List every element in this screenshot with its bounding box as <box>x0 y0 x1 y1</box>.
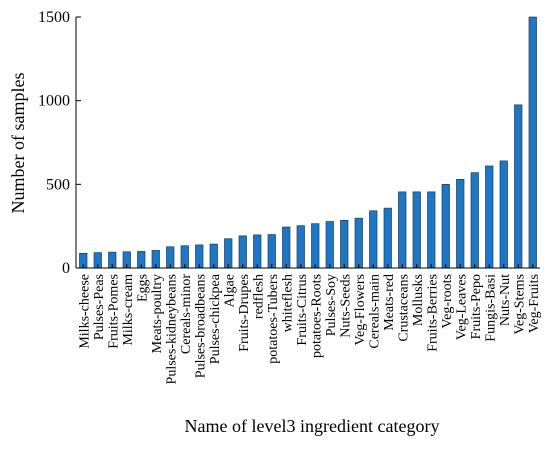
bar-pulses-soy <box>325 221 334 269</box>
x-tick-label: Cereals-minor <box>179 274 194 354</box>
bar-cereals-main <box>369 210 378 269</box>
x-tick-label: Crustaceans <box>396 274 411 342</box>
y-ticks-group: 0 500 1000 1500 <box>38 9 81 277</box>
bar-redflesh <box>253 234 262 269</box>
x-tick-label: Mollusks <box>411 274 426 326</box>
x-tick-label: Fruits-Berries <box>425 274 440 352</box>
bar-algae <box>224 238 233 269</box>
axes-group <box>75 17 540 269</box>
x-tick-label: Nuts-Nut <box>498 274 513 326</box>
x-tick-label: Eggs <box>135 274 150 302</box>
bar-potatoes-tubers <box>267 234 276 269</box>
bar-mollusks <box>412 191 421 269</box>
x-tick-label: Pulses-Soy <box>324 274 339 336</box>
x-tick-label: redflesh <box>251 274 266 319</box>
x-tick-label: Pulses-chickpea <box>208 273 223 364</box>
y-tick-label: 0 <box>62 260 70 277</box>
bar-fruits-berries <box>427 191 436 269</box>
bar-potatoes-roots <box>311 223 320 269</box>
bar-fruits-citrus <box>296 225 305 269</box>
x-tick-label: Fruits-Pomes <box>106 274 121 349</box>
bar-nuts-nut <box>499 160 508 269</box>
bar-veg-leaves <box>456 179 465 269</box>
x-tick-label: Pulses-kidneybeans <box>164 274 179 384</box>
bar-meats-red <box>383 207 392 269</box>
x-tick-label: Fruits-Drupes <box>237 274 252 352</box>
x-tick-label: potatoes-Tubers <box>266 274 281 364</box>
bar-veg-fruits <box>528 16 537 269</box>
x-tick-label: potatoes-Roots <box>309 274 324 358</box>
y-tick-label: 1000 <box>38 93 70 110</box>
x-ticks-group: Milks-cheese Pulses-Peas Fruits-Pomes Milks… <box>77 264 542 384</box>
x-tick-label: whiteflesh <box>280 274 295 332</box>
bar-veg-roots <box>441 184 450 269</box>
x-tick-label: Meats-poultry <box>150 274 165 353</box>
x-tick-label: Pulses-broadbeans <box>193 274 208 378</box>
x-tick-label: Fruits-Pepo <box>469 274 484 339</box>
x-axis-title: Name of level3 ingredient category <box>185 416 440 436</box>
bar-fungis-basi <box>485 165 494 269</box>
x-tick-label: Veg-Leaves <box>454 274 469 340</box>
bar-fruits-drupes <box>238 235 247 269</box>
bar-whiteflesh <box>282 226 291 269</box>
bars-group <box>79 16 537 269</box>
y-axis-title: Number of samples <box>8 73 28 214</box>
x-tick-label: Nuts-Seeds <box>338 274 353 338</box>
bar-veg-flowers <box>354 217 363 269</box>
x-tick-label: Milks-cheese <box>77 274 92 349</box>
y-tick-label: 500 <box>46 176 70 193</box>
x-tick-label: Cereals-main <box>367 274 382 349</box>
x-tick-label: Fungis-Basi <box>483 274 498 342</box>
x-tick-label: Veg-roots <box>440 274 455 328</box>
x-tick-label: Fruits-Citrus <box>295 274 310 346</box>
x-tick-label: Meats-red <box>382 274 397 331</box>
x-tick-label: Veg-Fruits <box>527 274 542 333</box>
x-tick-label: Milks-cream <box>121 274 136 346</box>
x-tick-label: Veg-Flowers <box>353 274 368 346</box>
x-tick-label: Algae <box>222 274 237 307</box>
bar-crustaceans <box>398 191 407 269</box>
bar-nuts-seeds <box>340 220 349 269</box>
x-tick-label: Veg-Stems <box>512 274 527 335</box>
bar-fruits-pepo <box>470 172 479 269</box>
x-tick-label: Pulses-Peas <box>92 274 107 340</box>
y-tick-label: 1500 <box>38 9 70 26</box>
bar-veg-stems <box>514 104 523 269</box>
